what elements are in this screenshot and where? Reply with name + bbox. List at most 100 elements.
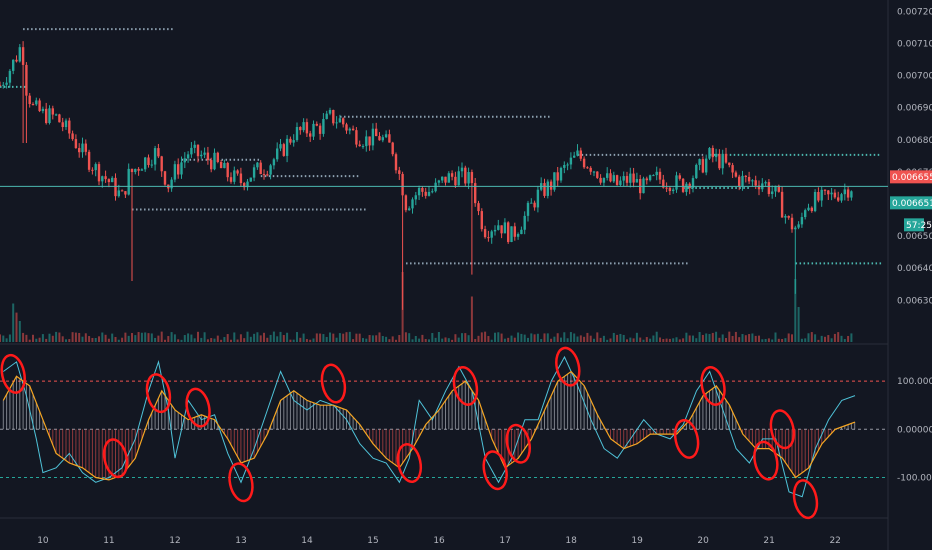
candle-body [213, 152, 216, 170]
signal-line [2, 370, 856, 481]
time-tick-label: 11 [103, 536, 114, 546]
time-tick-label: 12 [169, 536, 180, 546]
candle-body [771, 191, 774, 195]
volume-bar [781, 338, 784, 342]
candle-body [45, 108, 48, 124]
candle-body [728, 162, 731, 166]
candle-body [18, 47, 21, 62]
candle-body [437, 180, 441, 183]
candle-body [196, 144, 200, 157]
candle-body [685, 183, 688, 192]
time-tick-label: 18 [565, 536, 577, 546]
volume-bar [725, 338, 727, 342]
volume-bar [362, 338, 364, 342]
volume-bar [157, 335, 160, 342]
volume-bar [421, 334, 424, 342]
candle-body [592, 171, 596, 173]
candle-body [200, 154, 203, 157]
volume-bar [777, 338, 780, 342]
volume-bar [84, 333, 87, 342]
annotation-circle [753, 440, 779, 481]
candle-body [206, 152, 210, 161]
candle-body [734, 172, 738, 177]
volume-bar [206, 339, 209, 342]
volume-bar [15, 312, 18, 342]
candle-body [777, 185, 780, 192]
candle-body [97, 164, 101, 182]
volume-bar [497, 332, 500, 342]
time-tick-label: 17 [499, 536, 510, 546]
candle-body [441, 176, 444, 181]
candle-body [817, 192, 820, 201]
volume-bar [536, 333, 539, 342]
candle-body [609, 173, 612, 182]
volume-bar [602, 335, 605, 342]
candle-body [421, 187, 424, 192]
candle-body [850, 191, 853, 198]
volume-bar [263, 332, 265, 342]
volume-bar [134, 335, 137, 342]
candle-body [289, 138, 292, 143]
candle-body [698, 159, 701, 165]
volume-bar [140, 332, 143, 342]
volume-bar [41, 334, 44, 342]
candle-body [507, 222, 510, 242]
candle-body [705, 158, 708, 173]
volume-bar [127, 335, 130, 342]
volume-bar [523, 334, 526, 342]
volume-bar [338, 333, 341, 342]
volume-bar [711, 332, 714, 342]
volume-bar [596, 332, 599, 342]
candle-body [701, 159, 705, 173]
candle-body [566, 164, 569, 166]
candle-body [470, 172, 474, 184]
candle-body [74, 139, 78, 149]
candle-body [355, 130, 358, 145]
volume-bar [25, 334, 28, 342]
volume-bar [315, 333, 318, 342]
candle-body [450, 173, 454, 177]
volume-bar [840, 335, 843, 342]
candle-body [546, 181, 549, 196]
candle-body [127, 168, 130, 195]
volume-bar [480, 332, 483, 342]
annotation-circle [396, 443, 423, 483]
candle-body [477, 203, 480, 212]
candle-body [516, 234, 520, 237]
candle-body [500, 225, 503, 234]
volume-bar [164, 339, 166, 342]
volume-bar [685, 332, 688, 342]
candle-body [417, 187, 421, 196]
annotation-circle [505, 423, 531, 464]
candle-body [846, 189, 850, 198]
time-tick-label: 13 [235, 536, 246, 546]
volume-bar [513, 337, 516, 342]
candle-body [170, 179, 173, 189]
candle-body [757, 185, 761, 190]
volume-bar [695, 338, 698, 342]
volume-bar [355, 333, 358, 342]
volume-bar [850, 333, 853, 342]
candle-body [87, 151, 91, 170]
candle-body [619, 180, 622, 185]
candle-body [150, 164, 153, 166]
volume-bar [553, 336, 556, 342]
candle-body [794, 227, 797, 230]
volume-bar [454, 334, 457, 342]
candle-body [695, 164, 698, 179]
candle-body [25, 64, 28, 96]
candle-body [457, 171, 460, 186]
volume-bar [434, 337, 437, 342]
volume-bar [787, 333, 790, 342]
candle-body [384, 134, 388, 138]
candle-body [348, 128, 351, 131]
volume-bar [447, 338, 450, 342]
annotation-circle [145, 373, 172, 414]
candle-body [219, 161, 223, 169]
volume-bar [701, 334, 704, 342]
volume-bar [395, 339, 397, 342]
volume-bar [381, 335, 384, 342]
volume-bar [414, 335, 417, 342]
